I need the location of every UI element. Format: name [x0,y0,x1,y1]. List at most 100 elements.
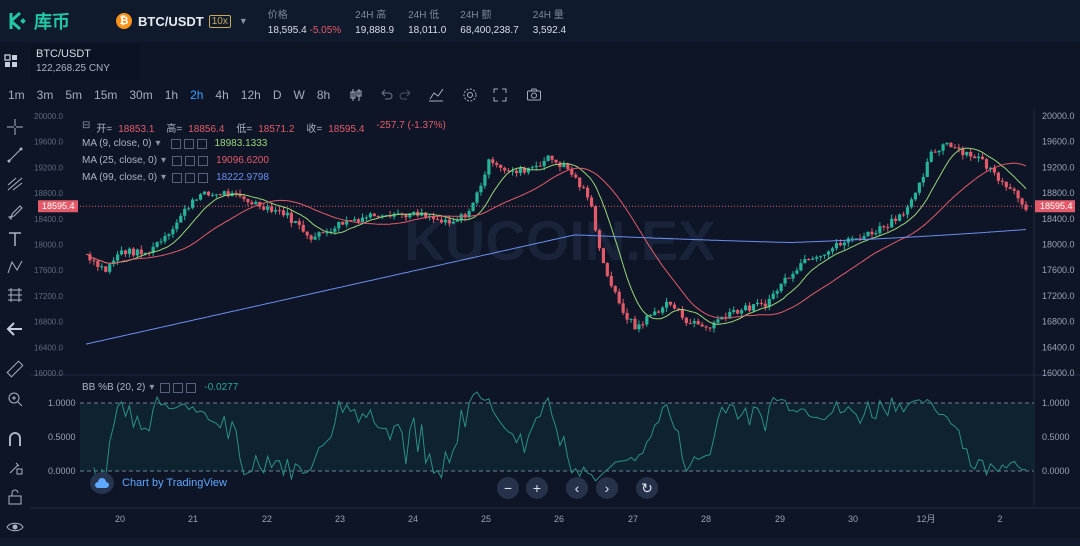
candle-body [830,248,835,252]
timeframe-1m[interactable]: 1m [8,88,25,102]
candle-body [984,159,989,169]
eye-icon[interactable] [170,138,181,149]
change-value: -257.7 (-1.37%) [376,120,446,131]
eye-icon[interactable] [160,382,171,393]
undo-icon[interactable] [378,87,394,103]
zoom-in-icon[interactable] [6,390,24,408]
timeframe-3m[interactable]: 3m [36,88,54,102]
candle-body [874,233,878,235]
candle-body [372,213,376,217]
fib-tool-icon[interactable] [6,174,24,192]
candle-body [992,167,997,173]
scroll-right-button[interactable]: › [596,477,618,499]
candle-body [341,221,345,225]
candle-body [479,185,483,193]
bitcoin-icon: ₿ [116,13,132,29]
timeframe-12h[interactable]: 12h [240,88,261,102]
arrow-left-icon[interactable] [6,320,24,338]
timeframe-4h[interactable]: 4h [215,88,229,102]
price-tick-label: 17200.0 [1042,291,1075,301]
timeframe-30m[interactable]: 30m [129,88,153,102]
timeframe-1h[interactable]: 1h [164,88,179,102]
current-price-tag-left [38,200,78,213]
bottom-bar [0,538,1080,546]
settings-gear-icon[interactable] [462,87,478,103]
redo-icon[interactable] [398,87,414,103]
prediction-tool-icon[interactable] [6,286,24,304]
indicator-ma25[interactable]: MA (25, close, 0) ▾ 19096.6200 [82,155,269,166]
eye-icon[interactable] [6,518,24,536]
candle-body [206,191,211,196]
lock-icon[interactable] [6,488,24,506]
candle-body [574,174,578,178]
candle-body [767,298,771,307]
chart-toolbar: 1m 3m 5m 15m 30m 1h 2h 4h 12h D W 8h [0,84,1080,106]
crosshair-icon[interactable] [6,118,24,136]
close-icon[interactable] [196,138,207,149]
candle-body [273,210,278,212]
timeframe-2h[interactable]: 2h [190,88,204,102]
indicator-ma99[interactable]: MA (99, close, 0) ▾ 18222.9798 [82,172,269,183]
chevron-down-icon[interactable]: ▼ [238,16,248,26]
camera-icon[interactable] [526,87,542,103]
candle-body [408,213,412,218]
lock-drawing-icon[interactable] [6,458,24,476]
candle-body [451,221,455,224]
candle-type-icon[interactable] [348,87,364,103]
timeframe-15m[interactable]: 15m [94,88,118,102]
candle-body [119,250,124,255]
stat-price: 价格 18,595.4 -5.05% [267,10,342,36]
scroll-left-button[interactable]: ‹ [566,477,588,499]
candle-body [317,232,321,237]
magnet-icon[interactable] [6,430,24,448]
close-icon[interactable] [198,155,209,166]
timeframe-d[interactable]: D [272,88,282,102]
price-tick-label-left: 20000.0 [34,112,63,121]
candle-body [866,231,870,237]
close-icon[interactable] [186,382,197,393]
candle-body [815,256,819,259]
indicator-bb[interactable]: BB %B (20, 2) ▾ -0.0277 [82,382,239,393]
zoom-out-button[interactable]: − [497,477,519,499]
timeframe-8h[interactable]: 8h [316,88,331,102]
indicators-icon[interactable] [428,87,444,103]
candle-body [672,304,677,309]
brush-icon[interactable] [6,202,24,220]
pair-selector[interactable]: ₿ BTC/USDT 10x ▼ [116,13,248,29]
candle-body [115,254,120,261]
candle-body [578,177,582,188]
timeframe-5m[interactable]: 5m [65,88,83,102]
date-tick-label: 27 [628,514,638,524]
current-price-label: 18595.4 [1040,201,1073,211]
timeframe-w[interactable]: W [293,88,305,102]
candle-body [289,212,293,223]
legend-toggle-icon[interactable]: ⊟ [82,120,91,131]
gear-icon[interactable] [185,155,196,166]
current-price-label-left: 18595.4 [42,201,75,211]
reset-chart-button[interactable]: ↻ [636,477,658,499]
indicator-ma9[interactable]: MA (9, close, 0) ▾ 18983.1333 [82,138,268,149]
gear-icon[interactable] [173,382,184,393]
layout-grid-icon[interactable] [4,54,18,68]
stat-24h-amount: 24H 额 68,400,238.7 [460,10,519,36]
gear-icon[interactable] [183,138,194,149]
text-tool-icon[interactable] [6,230,24,248]
trend-line-icon[interactable] [6,146,24,164]
candle-body [696,321,700,325]
eye-icon[interactable] [172,172,183,183]
ruler-icon[interactable] [6,360,24,378]
brand-logo[interactable]: 库币 [8,8,98,34]
brand-name: 库币 [34,12,70,32]
candle-body [439,219,444,223]
gear-icon[interactable] [185,172,196,183]
eye-icon[interactable] [172,155,183,166]
candle-body [961,148,965,156]
tradingview-badge[interactable]: Chart by TradingView [90,472,227,494]
price-tick-label: 19200.0 [1042,162,1075,172]
pattern-tool-icon[interactable] [6,258,24,276]
close-icon[interactable] [198,172,209,183]
fullscreen-icon[interactable] [492,87,508,103]
candle-body [700,324,704,327]
zoom-in-button[interactable]: + [526,477,548,499]
